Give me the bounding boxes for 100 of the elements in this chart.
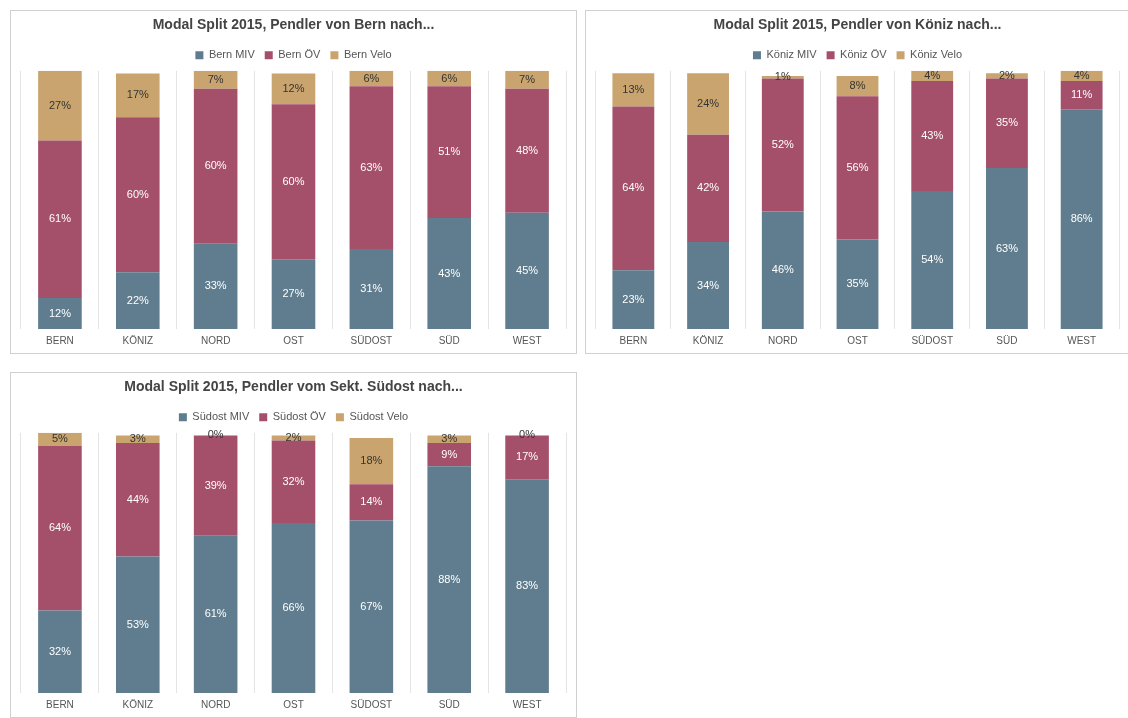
data-label: 60% bbox=[282, 174, 305, 187]
data-label: 7% bbox=[207, 72, 224, 85]
data-label: 33% bbox=[204, 279, 227, 292]
bar bbox=[505, 88, 549, 213]
bar bbox=[349, 437, 394, 485]
data-label: 43% bbox=[921, 129, 944, 142]
data-label: 9% bbox=[441, 447, 458, 460]
bar bbox=[687, 242, 729, 329]
bar bbox=[271, 440, 316, 523]
data-label: 64% bbox=[622, 181, 645, 194]
legend-label: Bern MIV bbox=[208, 48, 256, 61]
bar bbox=[427, 466, 472, 693]
bar bbox=[193, 243, 238, 329]
x-tick-label: SÜD bbox=[438, 698, 460, 710]
bar bbox=[911, 81, 954, 191]
bar bbox=[38, 140, 82, 299]
data-label: 61% bbox=[48, 212, 72, 225]
bar bbox=[115, 117, 160, 273]
data-label: 13% bbox=[622, 83, 645, 95]
bar bbox=[115, 443, 160, 557]
x-tick-label: KÖNIZ bbox=[122, 698, 154, 710]
bar bbox=[505, 479, 549, 693]
data-label: 6% bbox=[441, 71, 458, 84]
legend-label: Bern ÖV bbox=[278, 48, 322, 61]
data-label: 4% bbox=[924, 68, 941, 81]
x-tick-label: NORD bbox=[200, 334, 231, 346]
bar bbox=[1060, 81, 1103, 110]
legend-label: Köniz ÖV bbox=[840, 48, 888, 61]
legend-label: Südost Velo bbox=[349, 410, 409, 423]
bar bbox=[427, 443, 472, 467]
legend-label: Köniz MIV bbox=[766, 48, 818, 61]
data-label: 48% bbox=[516, 143, 539, 156]
bar bbox=[193, 88, 238, 244]
x-tick-label: BERN bbox=[46, 698, 74, 710]
data-label: 63% bbox=[360, 160, 383, 173]
x-tick-label: OST bbox=[283, 698, 304, 710]
legend-label: Südost MIV bbox=[192, 410, 250, 423]
bar bbox=[349, 484, 394, 521]
data-label: 61% bbox=[204, 607, 227, 620]
data-label: 31% bbox=[360, 282, 383, 295]
data-label: 12% bbox=[48, 306, 72, 319]
x-tick-label: KÖNIZ bbox=[122, 334, 154, 346]
data-label: 35% bbox=[846, 277, 869, 290]
bar bbox=[271, 104, 316, 260]
chart-title: Modal Split 2015, Pendler von Köniz nach... bbox=[713, 16, 1002, 33]
bar bbox=[427, 86, 472, 218]
data-label: 17% bbox=[516, 450, 539, 463]
data-label: 60% bbox=[126, 187, 150, 200]
data-label: 7% bbox=[519, 72, 536, 85]
bar bbox=[271, 73, 316, 105]
x-tick-label: SÜD bbox=[438, 334, 460, 346]
data-label: 44% bbox=[126, 492, 150, 505]
bar bbox=[986, 78, 1028, 168]
bar bbox=[612, 106, 655, 271]
data-label: 60% bbox=[204, 159, 227, 172]
legend-label: Bern Velo bbox=[343, 48, 392, 61]
legend-label: Südost ÖV bbox=[272, 410, 327, 423]
bar bbox=[38, 298, 82, 329]
data-label: 83% bbox=[516, 579, 539, 592]
bar bbox=[38, 70, 82, 141]
bar bbox=[836, 96, 879, 240]
data-label: 66% bbox=[282, 601, 305, 614]
x-tick-label: BERN bbox=[619, 334, 648, 346]
data-label: 43% bbox=[438, 266, 461, 279]
legend-label: Köniz Velo bbox=[910, 48, 963, 61]
x-tick-label: KÖNIZ bbox=[692, 334, 724, 346]
data-label: 27% bbox=[282, 287, 305, 300]
data-label: 63% bbox=[995, 241, 1019, 254]
data-label: 42% bbox=[697, 181, 720, 194]
data-label: 18% bbox=[360, 454, 383, 467]
chart-title: Modal Split 2015, Pendler von Bern nach... bbox=[152, 16, 435, 33]
data-label: 14% bbox=[360, 495, 383, 508]
data-label: 32% bbox=[282, 474, 305, 487]
bar bbox=[271, 522, 316, 693]
bar bbox=[1060, 109, 1103, 329]
bar bbox=[761, 78, 804, 212]
bar bbox=[687, 73, 729, 135]
data-label: 35% bbox=[995, 116, 1019, 129]
data-label: 51% bbox=[438, 145, 461, 158]
data-label: 22% bbox=[126, 293, 150, 306]
data-label: 67% bbox=[360, 599, 383, 612]
x-tick-label: WEST bbox=[512, 698, 542, 710]
data-label: 5% bbox=[51, 432, 69, 445]
bar bbox=[349, 86, 394, 249]
data-label: 88% bbox=[438, 572, 461, 585]
x-tick-label: OST bbox=[847, 334, 868, 346]
bar bbox=[349, 248, 394, 329]
data-label: 11% bbox=[1071, 88, 1093, 101]
x-tick-label: OST bbox=[283, 334, 304, 346]
x-tick-label: NORD bbox=[200, 698, 231, 710]
bar bbox=[38, 610, 82, 693]
data-label: 39% bbox=[204, 478, 227, 491]
bar bbox=[38, 445, 82, 611]
data-label: 46% bbox=[771, 263, 795, 276]
data-label: 12% bbox=[282, 81, 305, 94]
data-label: 24% bbox=[697, 97, 720, 110]
bar bbox=[986, 167, 1028, 329]
x-tick-label: SÜDOST bbox=[350, 334, 393, 346]
bar bbox=[505, 212, 549, 329]
data-label: 23% bbox=[622, 292, 645, 305]
